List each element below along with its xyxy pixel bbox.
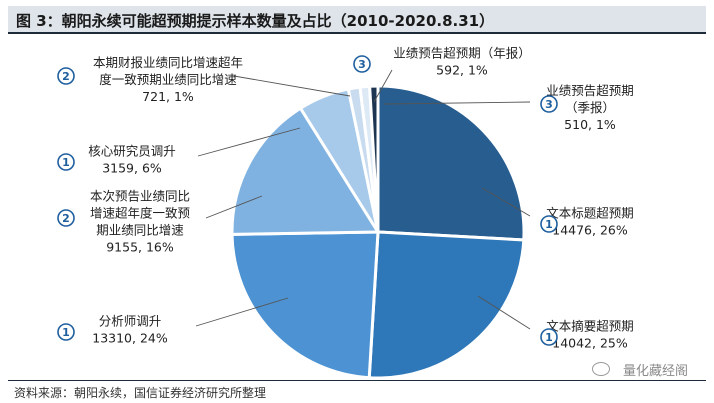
badge-circle-icon bbox=[57, 209, 75, 227]
badge-number: 2 bbox=[62, 212, 70, 225]
slice-name-label: 核心研究员调升 bbox=[88, 144, 176, 159]
source-note: 资料来源：朝阳永续，国信证券经济研究所整理 bbox=[14, 386, 267, 400]
watermark: 量化藏经阁 bbox=[622, 364, 688, 379]
slice-name-label: 业绩预告超预期 bbox=[546, 83, 634, 98]
slice-value-label: 13310, 24% bbox=[92, 331, 168, 346]
chart-title-bar: 图 3：朝阳永续可能超预期提示样本数量及占比（2010-2020.8.31） bbox=[8, 6, 706, 34]
slice-name-label: 本次预告业绩同比 bbox=[90, 189, 190, 204]
leader-line bbox=[481, 187, 531, 217]
badge-number: 1 bbox=[62, 326, 70, 339]
badge-number: 1 bbox=[62, 156, 70, 169]
wechat-icon bbox=[592, 362, 610, 376]
slice-label-group: 分析师调升 13310, 24% 1 bbox=[57, 314, 168, 346]
badge-circle-icon bbox=[353, 55, 371, 73]
leader-line bbox=[477, 295, 531, 330]
slice-name-label: （季报） bbox=[565, 100, 615, 115]
slice-name-label: 期业绩同比增速 bbox=[96, 223, 184, 238]
badge-circle-icon bbox=[57, 323, 75, 341]
slice-name-label: 分析师调升 bbox=[99, 314, 162, 329]
badge-number: 1 bbox=[545, 218, 553, 231]
slice-value-label: 721, 1% bbox=[142, 89, 194, 104]
slice-name-label: 本期财报业绩同比增速超年 bbox=[93, 55, 243, 70]
slice-name-label: 文本摘要超预期 bbox=[546, 319, 634, 334]
slice-value-label: 14476, 26% bbox=[552, 223, 628, 238]
badge-number: 2 bbox=[62, 70, 70, 83]
leader-line bbox=[205, 195, 263, 219]
badge-number: 3 bbox=[358, 58, 366, 71]
badge-number: 3 bbox=[545, 98, 553, 111]
badge-circle-icon bbox=[540, 215, 558, 233]
slice-label-group: 文本标题超预期 14476, 26%1 bbox=[540, 206, 634, 238]
slice-label-group: 业绩预告超预期（年报） 592, 1% 3 bbox=[353, 46, 531, 78]
leader-line bbox=[373, 69, 393, 103]
chart-title: 图 3：朝阳永续可能超预期提示样本数量及占比（2010-2020.8.31） bbox=[16, 12, 495, 30]
slice-name-label: 度一致预期业绩同比增速 bbox=[99, 72, 237, 87]
pie-slice bbox=[367, 230, 526, 380]
slice-label-group: 核心研究员调升 3159, 6% 1 bbox=[57, 144, 176, 176]
pie-slice bbox=[230, 230, 380, 380]
badge-circle-icon bbox=[540, 95, 558, 113]
slice-value-label: 592, 1% bbox=[436, 63, 488, 78]
footer-divider bbox=[8, 380, 706, 381]
pie-slice bbox=[230, 106, 381, 236]
slice-name-label: 增速超年度一致预 bbox=[90, 206, 190, 221]
badge-circle-icon bbox=[540, 328, 558, 346]
slice-label-group: 业绩预告超预期 （季报） 510, 1% 3 bbox=[540, 83, 634, 132]
leader-line bbox=[197, 127, 301, 157]
badge-circle-icon bbox=[57, 153, 75, 171]
pie-slice bbox=[376, 84, 526, 242]
slice-name-label: 文本标题超预期 bbox=[546, 206, 634, 221]
slice-value-label: 510, 1% bbox=[564, 117, 616, 132]
leader-line bbox=[195, 297, 289, 327]
badge-circle-icon bbox=[57, 67, 75, 85]
leader-line bbox=[383, 101, 531, 105]
slice-value-label: 3159, 6% bbox=[102, 161, 162, 176]
slice-name-label: 业绩预告超预期（年报） bbox=[393, 46, 531, 61]
badge-number: 1 bbox=[545, 331, 553, 344]
leader-line bbox=[233, 75, 351, 97]
slice-value-label: 14042, 25% bbox=[552, 336, 628, 351]
slice-value-label: 9155, 16% bbox=[106, 240, 174, 255]
pie-slice bbox=[368, 84, 380, 233]
slice-label-group: 文本摘要超预期 14042, 25%1 bbox=[540, 319, 634, 351]
